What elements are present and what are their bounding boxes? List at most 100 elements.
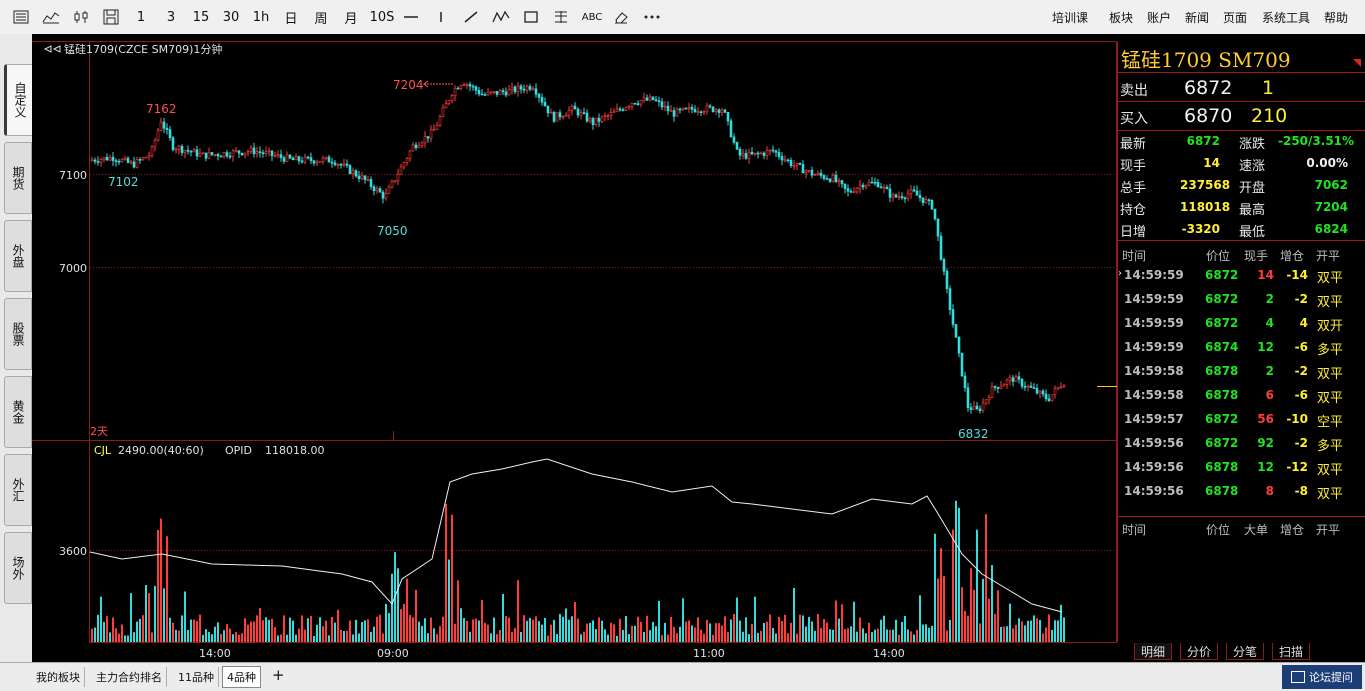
volume-bar <box>553 619 555 642</box>
eraser-icon[interactable] <box>610 0 632 34</box>
volume-bar <box>346 630 348 642</box>
bottom-tab-main-ranking[interactable]: 主力合约排名 <box>92 667 167 687</box>
chart-frame <box>89 41 1117 643</box>
candle-body <box>783 159 787 162</box>
tab-price-dist[interactable]: 分价 <box>1180 643 1219 660</box>
candle-body <box>819 172 823 176</box>
fib-icon[interactable] <box>550 0 572 34</box>
tick-type: 多平 <box>1317 343 1344 358</box>
ray-icon[interactable] <box>460 0 482 34</box>
volume-bar <box>622 629 624 642</box>
volume-bar <box>766 621 768 642</box>
volume-bar <box>883 615 885 642</box>
tab-detail[interactable]: 明细 <box>1134 643 1173 660</box>
menu-news[interactable]: 新闻 <box>1185 10 1210 25</box>
kline-chart[interactable]: 锰硅1709(CZCE SM709)1分钟 7100 7000 3600 2天 … <box>32 34 1117 662</box>
menu-sectors[interactable]: 板块 <box>1109 10 1134 25</box>
candle-body <box>1023 385 1027 388</box>
bottom-tab-4[interactable]: 4品种 <box>222 666 261 688</box>
bottom-tab-11[interactable]: 11品种 <box>174 667 219 687</box>
volume-bar <box>814 630 816 642</box>
volume-bar <box>487 624 489 642</box>
tick-price: 6878 <box>1205 388 1239 402</box>
period-1h-button[interactable]: 1h <box>252 9 270 25</box>
period-month-button[interactable]: 月 <box>344 11 358 27</box>
candle-body <box>738 148 742 156</box>
menu-account[interactable]: 账户 <box>1147 10 1172 25</box>
candle-body <box>882 186 886 189</box>
menu-system-tools[interactable]: 系统工具 <box>1262 10 1311 25</box>
period-15-button[interactable]: 15 <box>192 9 210 25</box>
period-10s-button[interactable]: 10S <box>369 9 395 25</box>
period-3-button[interactable]: 3 <box>166 9 176 25</box>
forum-button[interactable]: 论坛提问 <box>1282 665 1362 689</box>
sidebar-tab-custom[interactable]: 自定义 <box>4 64 34 136</box>
volume-bar <box>235 632 237 642</box>
candle-body <box>699 111 703 113</box>
chart-area[interactable]: 锰硅1709(CZCE SM709)1分钟 7100 7000 3600 2天 … <box>32 34 1365 662</box>
candle-body <box>444 103 448 109</box>
candle-body <box>237 150 241 154</box>
rect-icon[interactable] <box>520 0 542 34</box>
volume-bar <box>544 617 546 642</box>
candle-body <box>351 170 355 174</box>
sidebar-tab-foreign[interactable]: 外盘 <box>4 220 32 292</box>
candle-body <box>255 151 259 155</box>
list-icon[interactable] <box>10 0 32 34</box>
volume-bar <box>337 609 339 642</box>
sidebar-tab-gold[interactable]: 黄金 <box>4 376 32 448</box>
menu-help[interactable]: 帮助 <box>1324 10 1349 25</box>
candle-body <box>420 142 424 146</box>
period-day-button[interactable]: 日 <box>284 11 298 27</box>
divider <box>1118 516 1365 517</box>
vline-icon[interactable] <box>430 0 452 34</box>
volume-bar <box>679 626 681 642</box>
candle-body <box>843 183 847 189</box>
quote-title: 锰硅1709 SM709 <box>1121 48 1291 72</box>
line-chart-icon[interactable] <box>40 0 62 34</box>
period-week-button[interactable]: 周 <box>314 11 328 27</box>
candle-body <box>654 99 658 102</box>
candle-body <box>675 108 679 117</box>
candlestick-icon[interactable] <box>70 0 92 34</box>
sidebar-tab-forex[interactable]: 外汇 <box>4 454 32 526</box>
buy-label: 买入 <box>1120 111 1148 127</box>
indicator-name: CJL <box>94 444 112 457</box>
bottom-tab-my-sectors[interactable]: 我的板块 <box>32 667 85 687</box>
volume-bar <box>430 617 432 642</box>
menu-training[interactable]: 培训课 <box>1052 10 1089 25</box>
volume-bar <box>145 585 147 642</box>
volume-bar <box>754 596 756 642</box>
period-1-button[interactable]: 1 <box>136 9 146 25</box>
candle-body <box>798 163 802 165</box>
sidebar-tab-futures[interactable]: 期货 <box>4 142 32 214</box>
sidebar-tab-stocks[interactable]: 股票 <box>4 298 32 370</box>
candle-body <box>918 195 922 199</box>
wave-icon[interactable] <box>490 0 512 34</box>
text-icon[interactable]: ABC <box>581 11 603 23</box>
candle-body <box>696 111 700 113</box>
menu-page[interactable]: 页面 <box>1223 10 1248 25</box>
volume-bar <box>571 616 573 642</box>
candle-body <box>768 149 772 152</box>
volume-bar <box>667 634 669 642</box>
more-icon[interactable] <box>640 0 664 34</box>
candle-body <box>561 116 565 118</box>
candle-body <box>1044 393 1048 400</box>
candle-body <box>1017 376 1021 380</box>
volume-bar <box>583 631 585 642</box>
big-col-header: 时间 <box>1122 523 1147 537</box>
sidebar-tab-otc[interactable]: 场外 <box>4 532 32 604</box>
hline-icon[interactable] <box>400 0 422 34</box>
period-30-button[interactable]: 30 <box>222 9 240 25</box>
stat-label: 持仓 <box>1120 203 1147 218</box>
tab-ticks[interactable]: 分笔 <box>1226 643 1265 660</box>
tick-time: 14:59:58 <box>1124 364 1184 378</box>
add-tab-button[interactable]: + <box>272 666 285 684</box>
volume-bar <box>283 615 285 642</box>
quote-tabs: 明细 分价 分笔 扫描 <box>1130 642 1365 662</box>
tab-scan[interactable]: 扫描 <box>1272 643 1311 660</box>
volume-bar <box>100 596 102 642</box>
save-icon[interactable] <box>100 0 122 34</box>
volume-bar <box>580 634 582 642</box>
